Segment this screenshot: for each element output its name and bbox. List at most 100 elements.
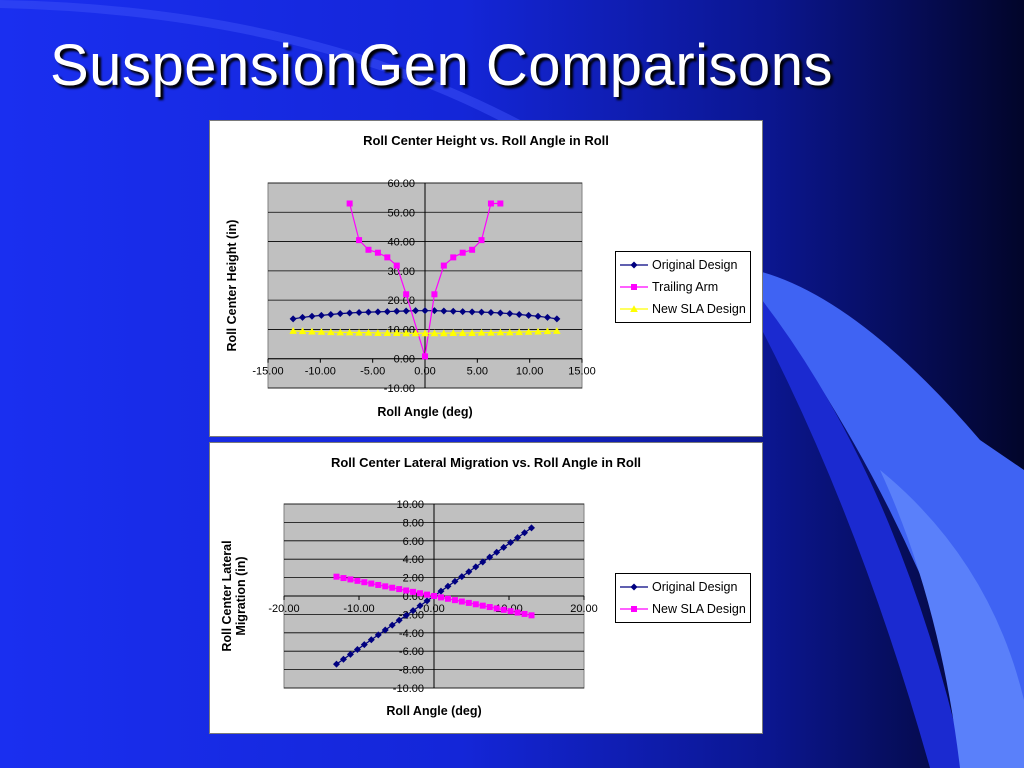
legend-label: New SLA Design xyxy=(652,602,746,616)
data-point xyxy=(421,329,429,337)
legend-swatch xyxy=(620,583,648,591)
data-point xyxy=(403,587,410,594)
legend-item: Original Design xyxy=(620,576,746,598)
data-point xyxy=(381,626,389,634)
y-tick-label: 50.00 xyxy=(387,207,415,219)
data-point xyxy=(333,660,340,668)
data-point xyxy=(327,310,335,318)
data-point xyxy=(479,602,486,609)
data-point xyxy=(521,529,529,537)
legend-swatch xyxy=(620,284,648,290)
data-point xyxy=(459,308,467,316)
x-tick-label: -10.00 xyxy=(343,603,374,615)
data-point xyxy=(423,597,431,605)
chart-title: Roll Center Height vs. Roll Angle in Rol… xyxy=(363,133,609,148)
data-point xyxy=(468,308,476,316)
series-original-design xyxy=(289,307,561,323)
data-point xyxy=(506,310,514,318)
data-point xyxy=(449,307,457,315)
data-point xyxy=(374,249,381,256)
data-point xyxy=(364,308,372,316)
y-axis-label: Roll Center LateralMigration (in) xyxy=(220,540,248,651)
x-tick-label: 15.00 xyxy=(568,366,596,378)
data-point xyxy=(440,262,447,269)
data-point xyxy=(336,328,345,336)
legend-swatch xyxy=(620,606,648,612)
data-point xyxy=(289,327,297,334)
x-tick-label: -10.00 xyxy=(305,366,336,378)
data-point xyxy=(487,328,495,336)
x-tick-label: -20.00 xyxy=(268,603,299,615)
data-point xyxy=(500,606,507,613)
x-tick-label: 10.00 xyxy=(516,366,544,378)
data-point xyxy=(479,558,487,566)
y-tick-label: 8.00 xyxy=(403,517,424,529)
data-point xyxy=(451,577,459,585)
data-point xyxy=(402,611,410,619)
data-point xyxy=(317,311,325,319)
data-point xyxy=(361,579,368,586)
data-point xyxy=(440,329,448,337)
data-point xyxy=(368,580,375,587)
x-tick-label: 5.00 xyxy=(467,366,488,378)
data-point xyxy=(422,353,428,360)
legend-label: Original Design xyxy=(652,258,738,272)
data-point xyxy=(355,328,363,336)
data-point xyxy=(486,604,493,611)
slide-title: SuspensionGen Comparisons xyxy=(50,33,834,98)
legend-swatch-marker xyxy=(630,261,638,269)
data-point xyxy=(486,553,494,561)
data-point xyxy=(543,327,552,335)
data-point xyxy=(346,309,354,317)
y-tick-label: -2.00 xyxy=(399,609,424,621)
legend-swatch-marker xyxy=(630,583,638,591)
chart-legend: Original Design New SLA Design xyxy=(615,573,751,623)
data-point xyxy=(507,608,514,615)
data-point xyxy=(459,249,466,256)
data-point xyxy=(336,310,344,318)
data-point xyxy=(393,262,400,269)
data-point xyxy=(355,308,363,316)
x-axis-label: Roll Angle (deg) xyxy=(377,405,472,419)
data-point xyxy=(525,311,533,319)
series-trailing-arm xyxy=(346,200,504,360)
data-point xyxy=(507,539,515,547)
data-point xyxy=(528,524,535,532)
y-tick-label: 30.00 xyxy=(387,266,415,278)
data-point xyxy=(346,200,353,207)
data-point xyxy=(430,329,439,337)
data-point xyxy=(553,327,561,334)
series-new-sla-design xyxy=(289,327,561,337)
data-point xyxy=(449,329,458,336)
data-point xyxy=(444,582,452,590)
roll-center-height-chart: Roll Center Height vs. Roll Angle in Rol… xyxy=(209,120,763,437)
data-point xyxy=(451,597,458,604)
data-point xyxy=(308,312,316,320)
y-tick-label: 10.00 xyxy=(387,324,415,336)
data-point xyxy=(421,307,429,315)
data-point xyxy=(384,254,391,261)
y-tick-label: 2.00 xyxy=(403,573,424,585)
data-point xyxy=(356,237,363,244)
data-point xyxy=(402,307,410,315)
data-point xyxy=(392,329,401,336)
data-point xyxy=(395,616,403,624)
data-point xyxy=(440,307,448,315)
data-point xyxy=(365,246,372,253)
data-point xyxy=(382,583,389,590)
data-point xyxy=(403,291,410,298)
data-point xyxy=(478,237,485,244)
series-new-sla-design xyxy=(333,573,535,619)
data-point xyxy=(410,588,417,595)
data-point xyxy=(424,591,431,598)
y-tick-label: 40.00 xyxy=(387,237,415,249)
data-point xyxy=(416,602,424,610)
data-point xyxy=(465,568,473,576)
data-point xyxy=(347,576,354,583)
legend-item: New SLA Design xyxy=(620,598,746,620)
data-point xyxy=(493,605,500,612)
data-point xyxy=(374,308,382,316)
data-point xyxy=(298,327,307,335)
y-tick-label: -10.00 xyxy=(384,383,415,395)
legend-swatch xyxy=(620,261,648,269)
